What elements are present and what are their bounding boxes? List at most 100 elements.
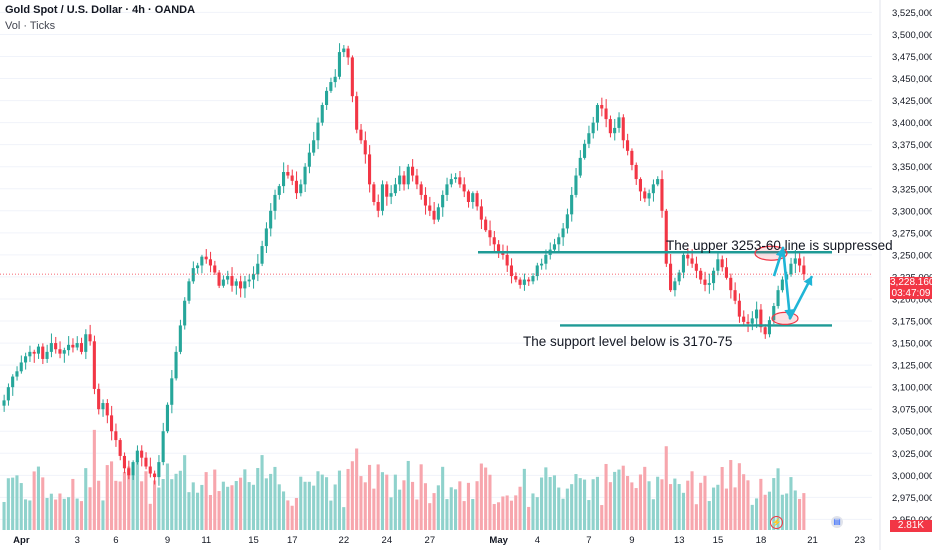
volume-bar [303, 481, 307, 530]
volume-bar [101, 500, 105, 530]
candle-body [798, 258, 802, 266]
candle-body [153, 473, 157, 478]
volume-bar [587, 500, 591, 530]
candle-body [325, 90, 329, 105]
candle-body [148, 466, 152, 474]
candle-body [79, 343, 83, 352]
volume-bar [329, 500, 333, 530]
candle-body [256, 263, 260, 275]
candle-body [62, 350, 66, 354]
volume-bar [712, 487, 716, 530]
volume-bar [393, 474, 397, 530]
symbol-title: Gold Spot / U.S. Dollar · 4h · OANDA [5, 4, 196, 16]
volume-bar [767, 491, 771, 530]
candle-body [664, 210, 668, 264]
volume-bar [699, 482, 703, 530]
candle-body [415, 175, 419, 185]
volume-bar [243, 469, 247, 530]
y-tick-label: 3,150,000 [892, 339, 932, 350]
y-tick-label: 3,300,000 [892, 206, 932, 217]
candle-body [122, 455, 126, 469]
volume-bar [600, 505, 604, 530]
candle-body [32, 351, 36, 354]
candle-body [316, 122, 320, 141]
volume-bar [492, 504, 496, 530]
candle-body [600, 104, 604, 109]
candle-body [466, 191, 470, 202]
volume-bar [157, 487, 161, 530]
candle-body [135, 450, 139, 463]
candle-body [355, 96, 359, 130]
candle-body [140, 450, 144, 458]
price-axis[interactable]: 3,525,000 3,500,000 3,475,000 3,450,000 3,42… [879, 0, 932, 550]
volume-bar [638, 474, 642, 530]
x-tick-label: May [489, 535, 508, 546]
volume-bar [294, 497, 298, 530]
y-tick-label: 3,125,000 [892, 361, 932, 372]
volume-bar [647, 481, 651, 530]
time-axis[interactable]: Apr 3 6 9 11 15 17 22 24 27 May 4 7 9 13 15 18 21 23 [13, 535, 865, 546]
candle-body [475, 193, 479, 207]
y-tick-label: 3,400,000 [892, 118, 932, 129]
lightning-event-icon[interactable]: ⚡ [770, 516, 783, 529]
candle-body [780, 279, 784, 291]
candle-body [11, 376, 15, 388]
candle-body [759, 309, 763, 328]
candle-body [630, 150, 634, 165]
volume-bar [368, 464, 372, 530]
x-tick-label: 27 [425, 535, 436, 546]
candle-body [350, 57, 354, 97]
candle-body [174, 351, 178, 379]
candle-body [441, 194, 445, 208]
volume-bar [24, 499, 28, 530]
candle-body [423, 194, 427, 206]
volume-bar [557, 487, 561, 530]
candle-body [131, 462, 135, 476]
volume-bar [789, 477, 793, 530]
last-price-value: 3,228.160 [890, 277, 932, 288]
volume-bar [518, 486, 522, 530]
candle-body [28, 351, 32, 357]
volume-bar [475, 481, 479, 530]
volume-bar [497, 502, 501, 530]
volume-bar [105, 465, 109, 530]
volume-bar [449, 487, 453, 530]
y-tick-label: 3,050,000 [892, 427, 932, 438]
volume-bar [6, 478, 10, 530]
y-tick-label: 3,200,000 [892, 294, 932, 305]
volume-bar [793, 490, 797, 530]
grid [0, 11, 872, 520]
volume-bar [707, 501, 711, 530]
volume-bar [669, 484, 673, 530]
volume-bar [681, 492, 685, 530]
y-tick-label: 3,425,000 [892, 96, 932, 107]
candle-body [337, 52, 341, 77]
candle-body [282, 172, 286, 187]
volume-bar [165, 463, 169, 530]
candle-body [157, 462, 161, 478]
volume-bar [355, 448, 359, 530]
volume-bar [256, 468, 260, 530]
x-tick-label: 22 [339, 535, 350, 546]
volume-bar [656, 476, 660, 530]
candle-body [578, 157, 582, 176]
candle-body [763, 327, 767, 335]
volume-bar [540, 477, 544, 530]
volume-bar [269, 473, 273, 530]
candle-body [75, 343, 79, 348]
candle-body [509, 265, 513, 277]
volume-bar [144, 471, 148, 530]
volume-bar [178, 470, 182, 530]
candle-body [802, 265, 806, 275]
volume-bar [673, 478, 677, 530]
candle-body [402, 175, 406, 185]
us-flag-event-icon[interactable]: ▤ [831, 516, 843, 528]
y-tick-label: 3,100,000 [892, 383, 932, 394]
x-tick-label: 6 [113, 535, 118, 546]
candle-body [346, 48, 350, 58]
volume-bar [471, 499, 475, 530]
candle-body [471, 193, 475, 202]
candle-body [196, 265, 200, 269]
volume-bar [183, 455, 187, 530]
